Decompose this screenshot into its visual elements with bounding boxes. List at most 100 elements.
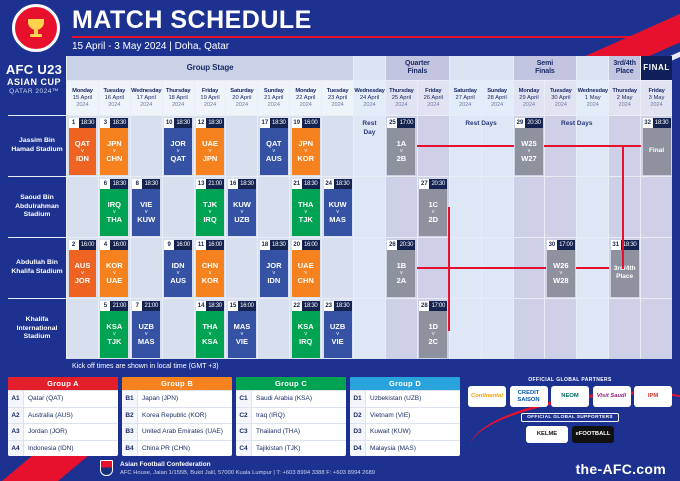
match-header: 27 20:30: [419, 178, 448, 189]
match-number: 1: [68, 117, 79, 128]
bracket-line: [576, 267, 609, 269]
supporter-logo: eFOOTBALL: [575, 431, 611, 438]
match-versus: v: [144, 330, 148, 337]
match-number: 31: [610, 239, 621, 250]
tournament-emblem: [8, 4, 64, 58]
team-code: B4: [122, 440, 138, 456]
match-cell: 27 20:30 1C v 2D: [417, 177, 449, 237]
date-header: Wednesday 1 May 2024: [577, 81, 609, 115]
match-time: 18:30: [142, 178, 161, 189]
match-versus: v: [144, 208, 148, 215]
match-away-team: THA: [106, 215, 123, 225]
empty-cell: [481, 299, 513, 359]
group-header: Group C: [236, 377, 346, 390]
date-header: Wednesday 17 April 2024: [130, 81, 162, 115]
match-number: 22: [291, 300, 302, 311]
match-time: 18:30: [301, 178, 320, 189]
match-time: 16:00: [301, 117, 320, 128]
date-header: Monday 29 April 2024: [513, 81, 545, 115]
date-label: 19 April: [200, 95, 220, 101]
match-body: 1D v 2C: [419, 310, 448, 358]
date-label: 24 April: [359, 95, 380, 101]
match-home-team: IDN: [171, 260, 185, 270]
match-body: THA v KSA: [196, 310, 224, 358]
empty-cell: [577, 299, 609, 359]
match-home-team: 1C: [428, 199, 439, 209]
match-versus: v: [304, 330, 308, 337]
date-label: 16 April: [104, 95, 124, 101]
match-versus: v: [527, 147, 531, 154]
match-time: 16:00: [174, 239, 193, 250]
match-header: 15 16:00: [227, 300, 256, 311]
group-table: Group A A1 Qatar (QAT) A2 Australia (AUS) A3 J…: [8, 377, 118, 456]
match-header: 16 18:30: [227, 178, 256, 189]
date-year: 2024: [76, 102, 89, 108]
match-number: 8: [132, 178, 143, 189]
stage-header: Group Stage: [67, 56, 354, 80]
match-body: CHN v KOR: [196, 249, 224, 297]
match-cell: 20 16:00 UAE v CHN: [290, 238, 322, 298]
match-versus: v: [431, 208, 435, 215]
match-time: 18:30: [206, 117, 224, 128]
match-home-team: THA: [297, 199, 314, 209]
team-name: Australia (AUS): [28, 411, 73, 419]
date-weekday: Thursday: [612, 88, 637, 94]
empty-cell: [385, 177, 417, 237]
empty-cell: [67, 177, 98, 237]
match-body: QAT v IDN: [68, 127, 97, 175]
match-cell: 12 18:30 UAE v JPN: [194, 116, 226, 176]
date-header: Thursday 25 April 2024: [385, 81, 417, 115]
date-year: 2024: [235, 102, 249, 108]
match-header: 28 17:00: [419, 300, 448, 311]
match-header: 7 21:00: [132, 300, 161, 311]
match-time: 18:30: [652, 117, 671, 128]
date-year: 2024: [331, 102, 344, 108]
date-weekday: Friday: [425, 88, 442, 94]
empty-cell: [226, 238, 258, 298]
match-number: 26: [387, 239, 398, 250]
match-cell: 25 17:00 1A v 2B: [385, 116, 417, 176]
sponsor-logo: Visit Saudi: [596, 393, 627, 400]
match-home-team: IRQ: [107, 199, 121, 209]
match-home-team: CHN: [201, 260, 219, 270]
team-code: C3: [236, 424, 252, 440]
group-table: Group C C1 Saudi Arabia (KSA) C2 Iraq (IRQ) C…: [236, 377, 346, 456]
match-cell: 22 18:30 KSA v IRQ: [290, 299, 322, 359]
group-team-row: B3 United Arab Emirates (UAE): [122, 423, 232, 440]
match-versus: v: [400, 147, 403, 154]
match-cell: 8 18:30 VIE v KUW: [130, 177, 162, 237]
match-cell: 32 18:30 Final: [641, 116, 672, 176]
match-body: QAT v AUS: [259, 127, 288, 175]
team-name: Tajikistan (TJK): [256, 444, 301, 452]
match-body: W25 v W27: [515, 127, 543, 175]
date-label: 2 May: [616, 95, 633, 101]
match-cell: 29 20:30 W25 v W27: [513, 116, 545, 176]
match-body: UZB v VIE: [323, 310, 352, 358]
match-away-team: QAT: [170, 154, 186, 164]
empty-cell: [641, 177, 672, 237]
match-body: JPN v CHN: [100, 127, 129, 175]
team-code: D2: [350, 407, 366, 423]
sponsor-chip: Visit Saudi: [592, 386, 631, 407]
match-cell: 31 18:30 3rd/4th Place: [609, 238, 641, 298]
empty-cell: [577, 177, 609, 237]
match-away-team: CHN: [106, 154, 123, 164]
afc-website-link[interactable]: the-AFC.com: [575, 461, 666, 477]
match-header: 17 18:30: [259, 117, 288, 128]
date-year: 2024: [172, 102, 185, 108]
date-label: 30 April: [551, 95, 571, 101]
match-home-team: QAT: [74, 138, 91, 148]
match-time: 16:00: [301, 239, 320, 250]
empty-cell: [545, 299, 577, 359]
date-label: 20 April: [232, 95, 252, 101]
empty-cell: [449, 177, 481, 237]
team-name: Thailand (THA): [256, 428, 301, 436]
match-header: 22 18:30: [291, 300, 320, 311]
match-away-team: JOR: [74, 276, 91, 286]
sponsor-logo: Continental: [471, 393, 503, 400]
match-versus: v: [208, 269, 212, 276]
match-versus: v: [272, 269, 276, 276]
match-away-team: KSA: [202, 337, 218, 347]
match-body: 1B v 2A: [387, 249, 416, 297]
match-header: 30 17:00: [546, 239, 575, 250]
